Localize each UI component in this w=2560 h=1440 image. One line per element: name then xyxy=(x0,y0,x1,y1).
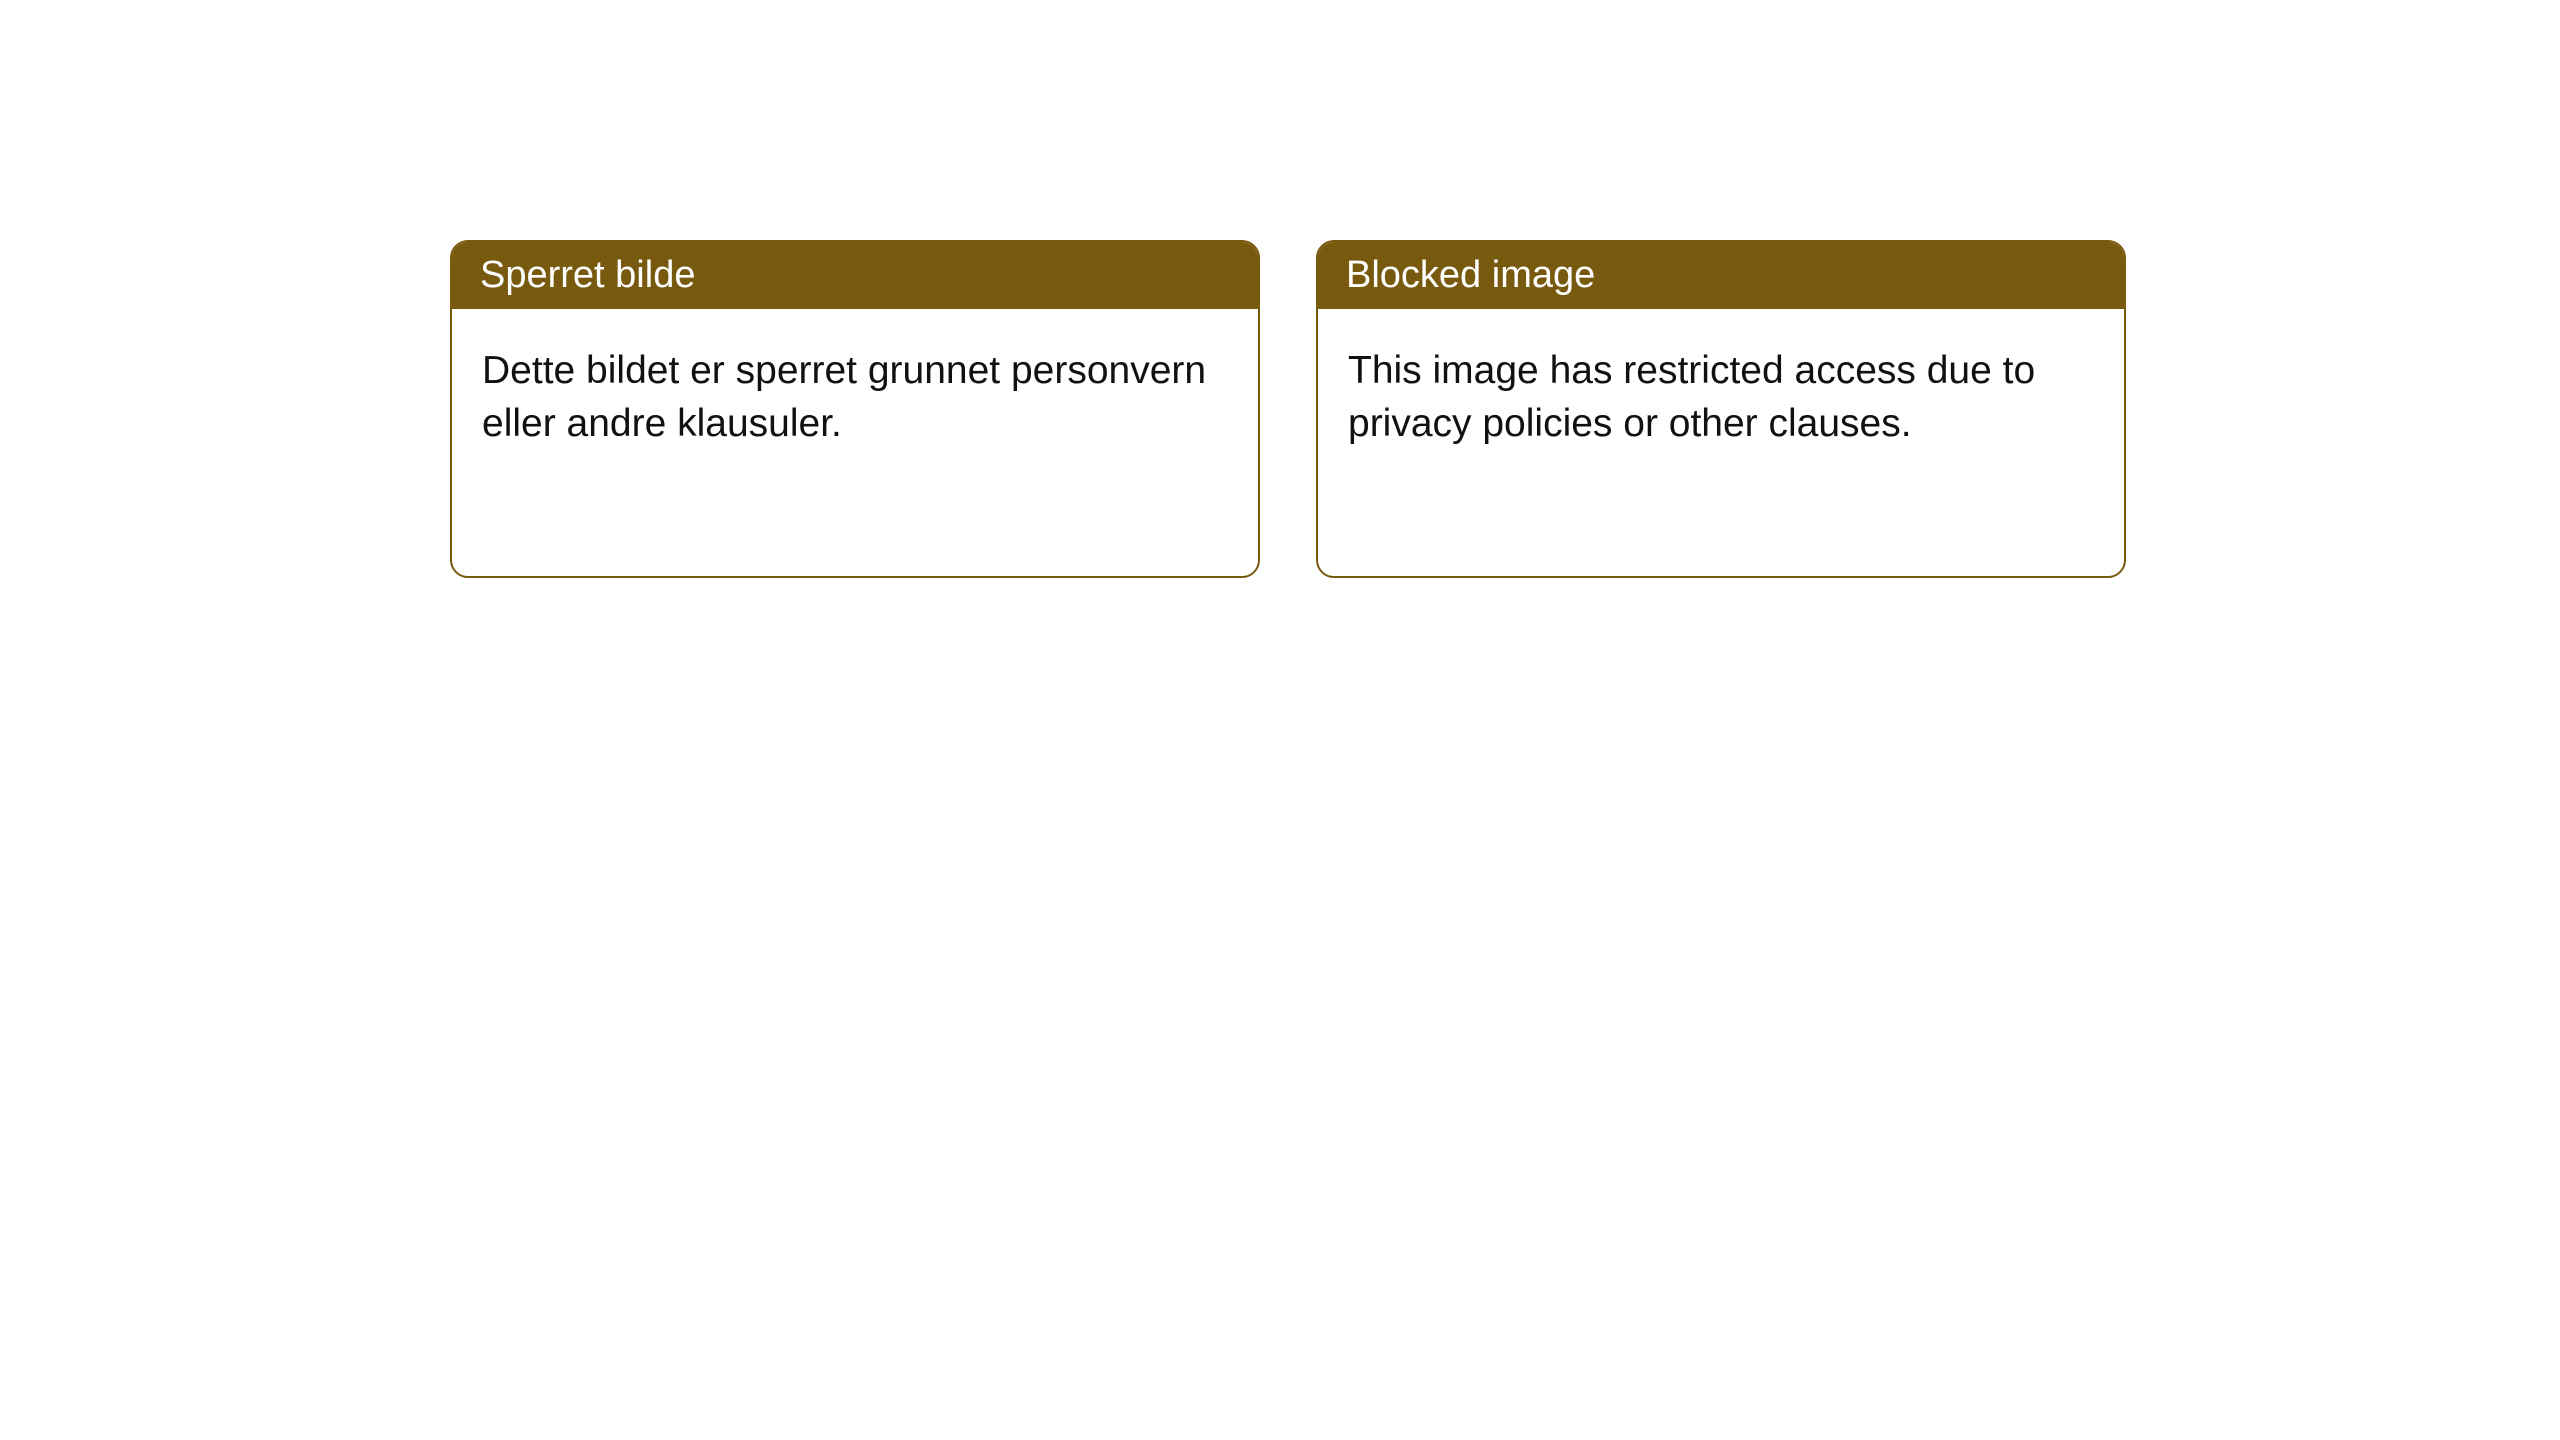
notice-message: Dette bildet er sperret grunnet personve… xyxy=(482,349,1206,445)
notice-body: This image has restricted access due to … xyxy=(1318,309,2124,486)
notice-header: Sperret bilde xyxy=(452,242,1258,309)
notice-message: This image has restricted access due to … xyxy=(1348,349,2035,445)
notice-title: Sperret bilde xyxy=(480,254,695,296)
notices-container: Sperret bilde Dette bildet er sperret gr… xyxy=(0,0,2560,578)
notice-card-english: Blocked image This image has restricted … xyxy=(1316,240,2126,578)
notice-card-norwegian: Sperret bilde Dette bildet er sperret gr… xyxy=(450,240,1260,578)
notice-header: Blocked image xyxy=(1318,242,2124,309)
notice-title: Blocked image xyxy=(1346,254,1595,296)
notice-body: Dette bildet er sperret grunnet personve… xyxy=(452,309,1258,486)
